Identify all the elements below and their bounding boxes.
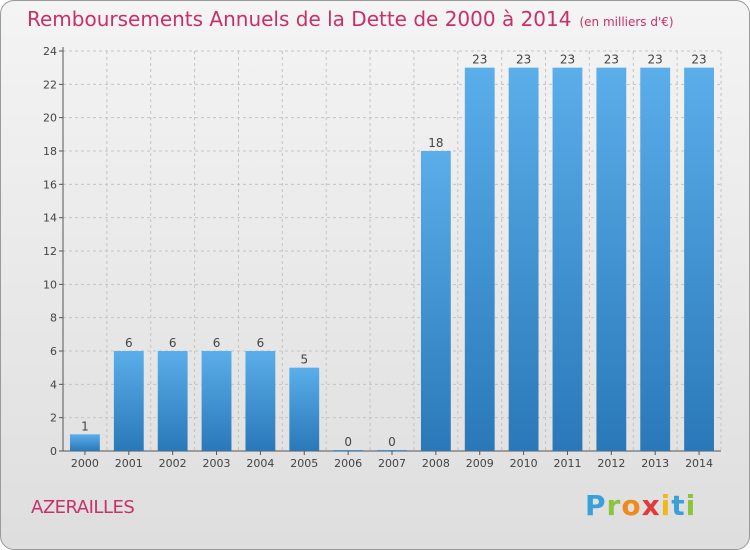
bar-value-label-2001: 6 [125, 336, 133, 350]
y-tick-label: 12 [43, 245, 57, 258]
x-tick-label-2013: 2013 [641, 457, 669, 470]
bar-value-label-2009: 23 [472, 53, 487, 67]
bar-2007 [377, 450, 407, 451]
chart-title: Remboursements Annuels de la Dette de 20… [27, 7, 674, 31]
bar-2014 [684, 67, 714, 452]
bar-2012 [596, 67, 627, 452]
bar-2003 [201, 351, 232, 451]
y-tick-label: 22 [43, 78, 57, 91]
bar-2008 [420, 151, 451, 451]
x-tick-label-2006: 2006 [334, 457, 362, 470]
y-tick-label: 6 [50, 345, 57, 358]
y-tick-label: 10 [43, 278, 57, 291]
y-tick-label: 18 [43, 145, 57, 158]
y-tick-label: 0 [50, 445, 57, 458]
bar-2005 [289, 367, 320, 451]
y-tick-label: 8 [50, 312, 57, 325]
bar-2013 [640, 67, 671, 452]
bar-value-label-2000: 1 [81, 419, 89, 433]
y-tick-label: 2 [50, 412, 57, 425]
bar-2002 [157, 351, 188, 451]
bar-2004 [245, 351, 276, 451]
commune-name: AZERAILLES [31, 497, 135, 518]
x-tick-label-2011: 2011 [553, 457, 581, 470]
bar-value-label-2004: 6 [257, 336, 265, 350]
bar-value-label-2005: 5 [300, 353, 308, 367]
bar-2000 [70, 434, 100, 451]
chart-unit-label: (en milliers d'€) [579, 15, 674, 29]
bar-value-label-2010: 23 [516, 53, 531, 67]
x-tick-label-2003: 2003 [203, 457, 231, 470]
bar-2001 [113, 351, 144, 451]
x-tick-label-2002: 2002 [159, 457, 187, 470]
chart-title-text: Remboursements Annuels de la Dette de 20… [27, 7, 572, 31]
x-tick-label-2008: 2008 [422, 457, 450, 470]
y-tick-label: 4 [50, 378, 57, 391]
bar-value-label-2002: 6 [169, 336, 177, 350]
bars [70, 67, 714, 452]
y-tick-label: 16 [43, 178, 57, 191]
bar-value-label-2008: 18 [428, 136, 443, 150]
bar-value-label-2011: 23 [560, 53, 575, 67]
bar-value-label-2007: 0 [388, 435, 396, 449]
bar-value-label-2013: 23 [648, 53, 663, 67]
bar-2006 [333, 450, 364, 451]
bar-2011 [552, 67, 583, 452]
y-tick-label: 14 [43, 212, 57, 225]
x-tick-label-2007: 2007 [378, 457, 406, 470]
x-tick-label-2014: 2014 [685, 457, 713, 470]
x-tick-label-2001: 2001 [115, 457, 143, 470]
bar-value-label-2003: 6 [213, 336, 221, 350]
x-tick-label-2005: 2005 [290, 457, 318, 470]
bar-value-labels: 1 6 6 6 6 5 0 0 18 23 23 23 23 23 23 [81, 53, 707, 449]
x-tick-label-2000: 2000 [71, 457, 99, 470]
bar-value-label-2006: 0 [344, 435, 352, 449]
y-tick-label: 20 [43, 112, 57, 125]
x-tick-label-2009: 2009 [466, 457, 494, 470]
y-tick-label: 24 [43, 45, 57, 58]
proxiti-logo: Proxiti [585, 489, 697, 522]
bar-value-label-2014: 23 [691, 53, 706, 67]
bar-2010 [508, 67, 539, 452]
x-tick-label-2004: 2004 [246, 457, 274, 470]
x-tick-label-2012: 2012 [597, 457, 625, 470]
bar-2009 [464, 67, 495, 452]
bar-value-label-2012: 23 [604, 53, 619, 67]
x-tick-label-2010: 2010 [510, 457, 538, 470]
